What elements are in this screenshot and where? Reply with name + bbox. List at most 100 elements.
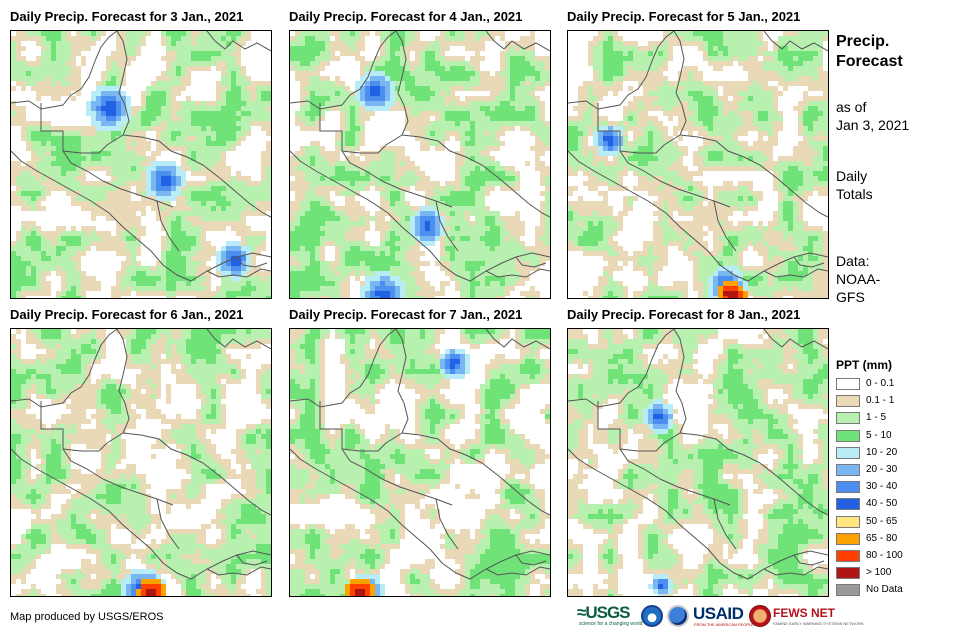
precip-cell [495, 126, 500, 131]
precip-cell [196, 276, 201, 281]
precip-cell [475, 126, 480, 131]
precip-cell [26, 226, 31, 231]
precip-cell [111, 181, 116, 186]
precip-cell [540, 236, 545, 241]
precip-cell [738, 81, 743, 86]
precip-cell [171, 296, 176, 298]
precip-cell [141, 191, 146, 196]
precip-cell [475, 86, 480, 91]
precip-cell [231, 261, 236, 266]
precip-cell [708, 46, 713, 51]
precip-cell [315, 156, 320, 161]
precip-cell [221, 166, 226, 171]
precip-cell [41, 171, 46, 176]
precip-cell [231, 136, 236, 141]
precip-cell [500, 51, 505, 56]
precip-cell [266, 111, 271, 116]
precip-cell [61, 76, 66, 81]
precip-cell [505, 246, 510, 251]
precip-cell [300, 276, 305, 281]
precip-cell [290, 256, 295, 261]
precip-cell [628, 76, 633, 81]
precip-cell [261, 96, 266, 101]
precip-cell [320, 86, 325, 91]
precip-cell [540, 176, 545, 181]
precip-cell [61, 226, 66, 231]
precip-cell [350, 211, 355, 216]
precip-cell [480, 56, 485, 61]
precip-cell [41, 91, 46, 96]
precip-cell [231, 131, 236, 136]
precip-cell [688, 96, 693, 101]
precip-cell [395, 246, 400, 251]
precip-cell [350, 176, 355, 181]
precip-cell [475, 101, 480, 106]
precip-cell [808, 41, 813, 46]
precip-cell [76, 71, 81, 76]
precip-cell [540, 191, 545, 196]
precip-cell [653, 46, 658, 51]
precip-cell [246, 286, 251, 291]
precip-cell [325, 221, 330, 226]
precip-cell [370, 161, 375, 166]
precip-cell [375, 76, 380, 81]
precip-cell [430, 71, 435, 76]
precip-cell [340, 191, 345, 196]
precip-cell [390, 156, 395, 161]
precip-cell [608, 61, 613, 66]
precip-cell [385, 201, 390, 206]
precip-cell [51, 256, 56, 261]
precip-cell [395, 281, 400, 286]
precip-cell [171, 31, 176, 36]
precip-cell [788, 61, 793, 66]
precip-cell [500, 261, 505, 266]
precip-cell [688, 106, 693, 111]
precip-cell [121, 201, 126, 206]
precip-cell [340, 251, 345, 256]
precip-cell [510, 261, 515, 266]
precip-cell [136, 151, 141, 156]
precip-cell [56, 266, 61, 271]
precip-cell [325, 51, 330, 56]
precip-cell [201, 266, 206, 271]
precip-cell [86, 191, 91, 196]
precip-cell [61, 181, 66, 186]
precip-cell [490, 116, 495, 121]
precip-cell [515, 96, 520, 101]
precip-cell [370, 111, 375, 116]
precip-cell [415, 261, 420, 266]
precip-cell [251, 296, 256, 298]
precip-cell [728, 106, 733, 111]
precip-cell [470, 226, 475, 231]
precip-cell [485, 121, 490, 126]
precip-cell [578, 91, 583, 96]
precip-cell [171, 281, 176, 286]
precip-cell [530, 131, 535, 136]
precip-cell [206, 276, 211, 281]
precip-cell [261, 176, 266, 181]
precip-cell [56, 271, 61, 276]
precip-cell [295, 216, 300, 221]
precip-cell [171, 66, 176, 71]
precip-cell [81, 131, 86, 136]
precip-cell [106, 241, 111, 246]
precip-cell [325, 296, 330, 298]
precip-cell [171, 176, 176, 181]
precip-cell [136, 106, 141, 111]
precip-cell [405, 266, 410, 271]
precip-cell [46, 121, 51, 126]
precip-cell [445, 271, 450, 276]
precip-cell [146, 271, 151, 276]
precip-cell [618, 61, 623, 66]
precip-cell [365, 271, 370, 276]
precip-cell [350, 191, 355, 196]
precip-cell [683, 111, 688, 116]
precip-cell [410, 86, 415, 91]
precip-cell [166, 96, 171, 101]
precip-cell [480, 226, 485, 231]
precip-cell [380, 261, 385, 266]
precip-cell [51, 61, 56, 66]
precip-cell [211, 251, 216, 256]
precip-cell [385, 86, 390, 91]
precip-cell [71, 281, 76, 286]
